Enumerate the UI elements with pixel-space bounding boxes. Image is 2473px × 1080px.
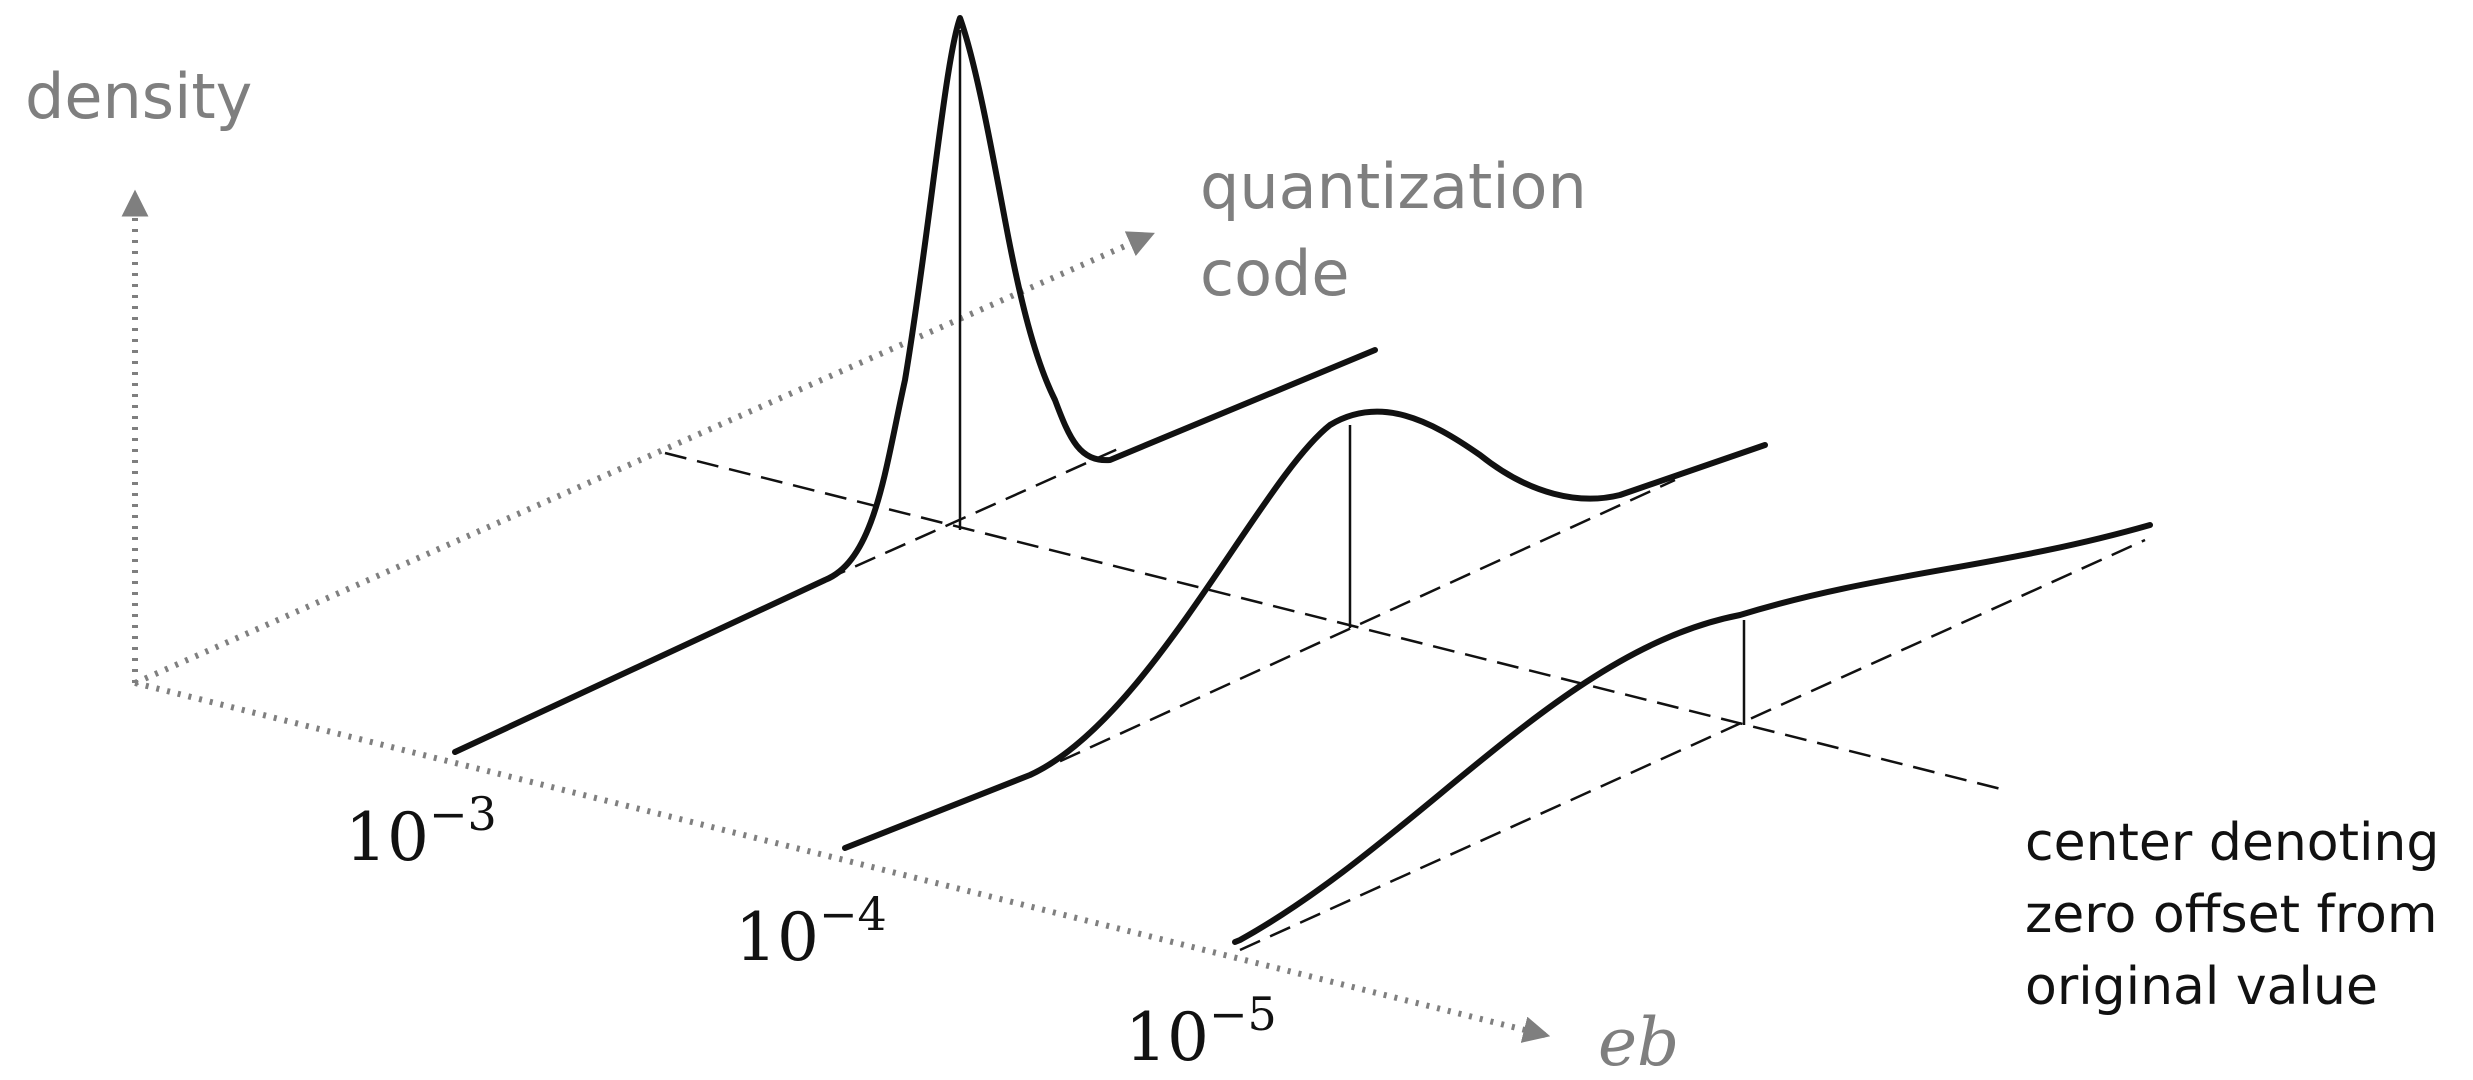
density-curve-1e-3 — [452, 15, 1378, 755]
annotation-line-2: zero offset from — [2025, 885, 2438, 945]
baseline-slice-3 — [1239, 538, 2146, 952]
tick-label-1e-4: 10−4 — [735, 887, 887, 976]
baseline-slice-2 — [1029, 478, 1676, 777]
density-curve-1e-5 — [1232, 522, 2153, 945]
quantization-axis-label-line1: quantization — [1200, 150, 1587, 223]
quantization-code-axis — [133, 231, 1155, 686]
tick-label-1e-3: 10−3 — [345, 787, 497, 876]
density-curve-1e-4 — [842, 408, 1768, 851]
eb-axis-label: eb — [1598, 1004, 1679, 1080]
center-line — [664, 451, 2006, 792]
tick-label-1e-5: 10−5 — [1125, 987, 1277, 1076]
density-axis-label: density — [25, 60, 252, 133]
error-bound-axis — [134, 680, 1551, 1043]
annotation-line-3: original value — [2025, 957, 2378, 1017]
quantization-axis-label-line2: code — [1200, 237, 1350, 310]
annotation-line-1: center denoting — [2025, 813, 2439, 873]
baseline-slice-1 — [824, 446, 1121, 582]
